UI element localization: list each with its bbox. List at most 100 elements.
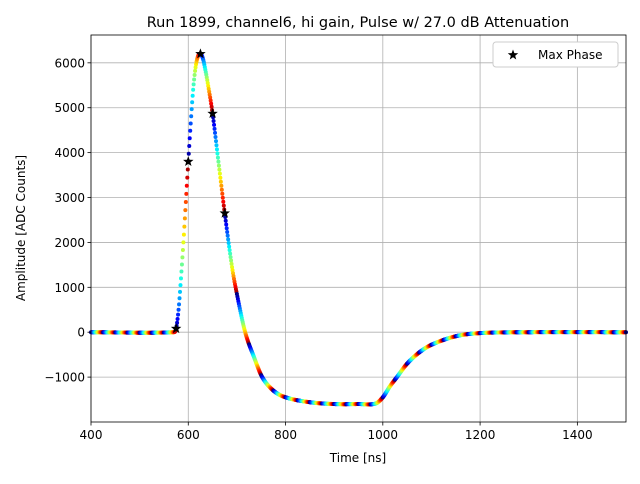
pulse-point — [190, 100, 195, 105]
pulse-point — [220, 195, 225, 200]
grid — [90, 35, 626, 422]
pulse-point — [226, 237, 231, 242]
pulse-point — [220, 191, 225, 196]
pulse-point — [224, 222, 229, 227]
pulse-point — [214, 147, 219, 152]
chart-title: Run 1899, channel6, hi gain, Pulse w/ 27… — [147, 15, 570, 31]
pulse-point — [177, 296, 182, 301]
pulse-point — [226, 240, 231, 245]
pulse-point — [218, 179, 223, 184]
x-tick-label: 800 — [274, 428, 297, 442]
y-tick-label: 4000 — [54, 146, 85, 160]
pulse-point — [213, 130, 218, 135]
x-axis-label: Time [ns] — [329, 451, 386, 465]
pulse-point — [181, 240, 186, 245]
pulse-point — [227, 248, 232, 253]
x-tick-label: 1400 — [562, 428, 593, 442]
pulse-point — [187, 136, 192, 141]
pulse-point — [209, 104, 214, 109]
pulse-point — [176, 307, 181, 312]
pulse-point — [185, 167, 190, 172]
pulse-point — [179, 269, 184, 274]
pulse-point — [180, 247, 185, 252]
pulse-point — [191, 82, 196, 87]
pulse-point — [178, 289, 182, 294]
pulse-point — [225, 233, 230, 238]
pulse-point — [181, 232, 186, 237]
pulse-point — [215, 151, 220, 156]
pulse-point — [179, 262, 184, 267]
pulse-point — [184, 183, 189, 188]
pulse-point — [217, 171, 222, 176]
pulse-point — [208, 98, 213, 103]
pulse-point — [212, 122, 217, 127]
y-axis-ticks: −1000 0 1000 2000 3000 4000 5000 6000 — [44, 56, 91, 385]
pulse-point — [186, 151, 191, 156]
pulse-point — [191, 87, 196, 92]
pulse-point — [218, 175, 223, 180]
max-phase-star — [207, 108, 218, 119]
pulse-point — [190, 93, 195, 98]
pulse-point — [216, 163, 221, 168]
pulse-point — [184, 191, 189, 196]
pulse-curve — [89, 51, 628, 407]
pulse-point — [189, 114, 194, 119]
max-phase-series — [170, 48, 230, 334]
pulse-point — [221, 203, 226, 208]
plot-frame — [90, 34, 627, 423]
pulse-point — [192, 77, 197, 82]
x-axis-ticks: 400 600 800 1000 1200 1400 — [80, 422, 593, 442]
pulse-point — [228, 255, 233, 260]
pulse-point — [230, 268, 235, 273]
y-tick-label: 3000 — [54, 191, 85, 205]
legend-label-max-phase: Max Phase — [538, 48, 602, 62]
pulse-point — [176, 312, 181, 317]
pulse-point — [183, 208, 188, 213]
pulse-point — [214, 139, 218, 144]
x-tick-label: 600 — [177, 428, 200, 442]
pulse-point — [223, 218, 228, 223]
pulse-point — [224, 226, 229, 231]
pulse-point — [187, 143, 192, 148]
max-phase-star — [183, 156, 194, 167]
pulse-point — [185, 175, 190, 180]
y-tick-label: 5000 — [54, 101, 85, 115]
pulse-point — [182, 224, 187, 229]
pulse-point — [216, 159, 221, 164]
x-tick-label: 1200 — [465, 428, 496, 442]
legend-box — [492, 41, 619, 68]
pulse-point — [183, 200, 188, 205]
pulse-point — [211, 118, 216, 123]
pulse-point — [221, 199, 226, 204]
pulse-point — [229, 261, 234, 266]
pulse-point — [178, 276, 183, 281]
x-tick-label: 1000 — [368, 428, 399, 442]
legend: Max Phase — [492, 41, 619, 68]
pulse-point — [177, 302, 182, 307]
y-tick-label: 6000 — [54, 56, 85, 70]
pulse-point — [212, 126, 217, 131]
pulse-point — [193, 65, 198, 70]
pulse-point — [217, 167, 222, 172]
y-tick-label: 1000 — [54, 281, 85, 295]
pulse-point — [188, 128, 193, 133]
pulse-point — [219, 183, 224, 188]
pulse-point — [189, 107, 194, 112]
pulse-point — [230, 265, 235, 270]
x-tick-label: 400 — [80, 428, 103, 442]
legend-star-icon — [507, 49, 519, 60]
max-phase-star — [219, 207, 230, 218]
pulse-point — [175, 320, 180, 325]
pulse-point — [225, 229, 230, 234]
pulse-point — [180, 255, 185, 260]
pulse-point — [175, 316, 180, 321]
pulse-point — [192, 72, 197, 77]
y-tick-label: −1000 — [44, 371, 85, 385]
pulse-point — [178, 283, 183, 288]
pulse-point — [227, 244, 232, 249]
pulse-point — [214, 143, 219, 148]
pulse-point — [228, 251, 233, 256]
y-axis-label: Amplitude [ADC Counts] — [14, 155, 28, 301]
max-phase-star — [195, 48, 206, 59]
